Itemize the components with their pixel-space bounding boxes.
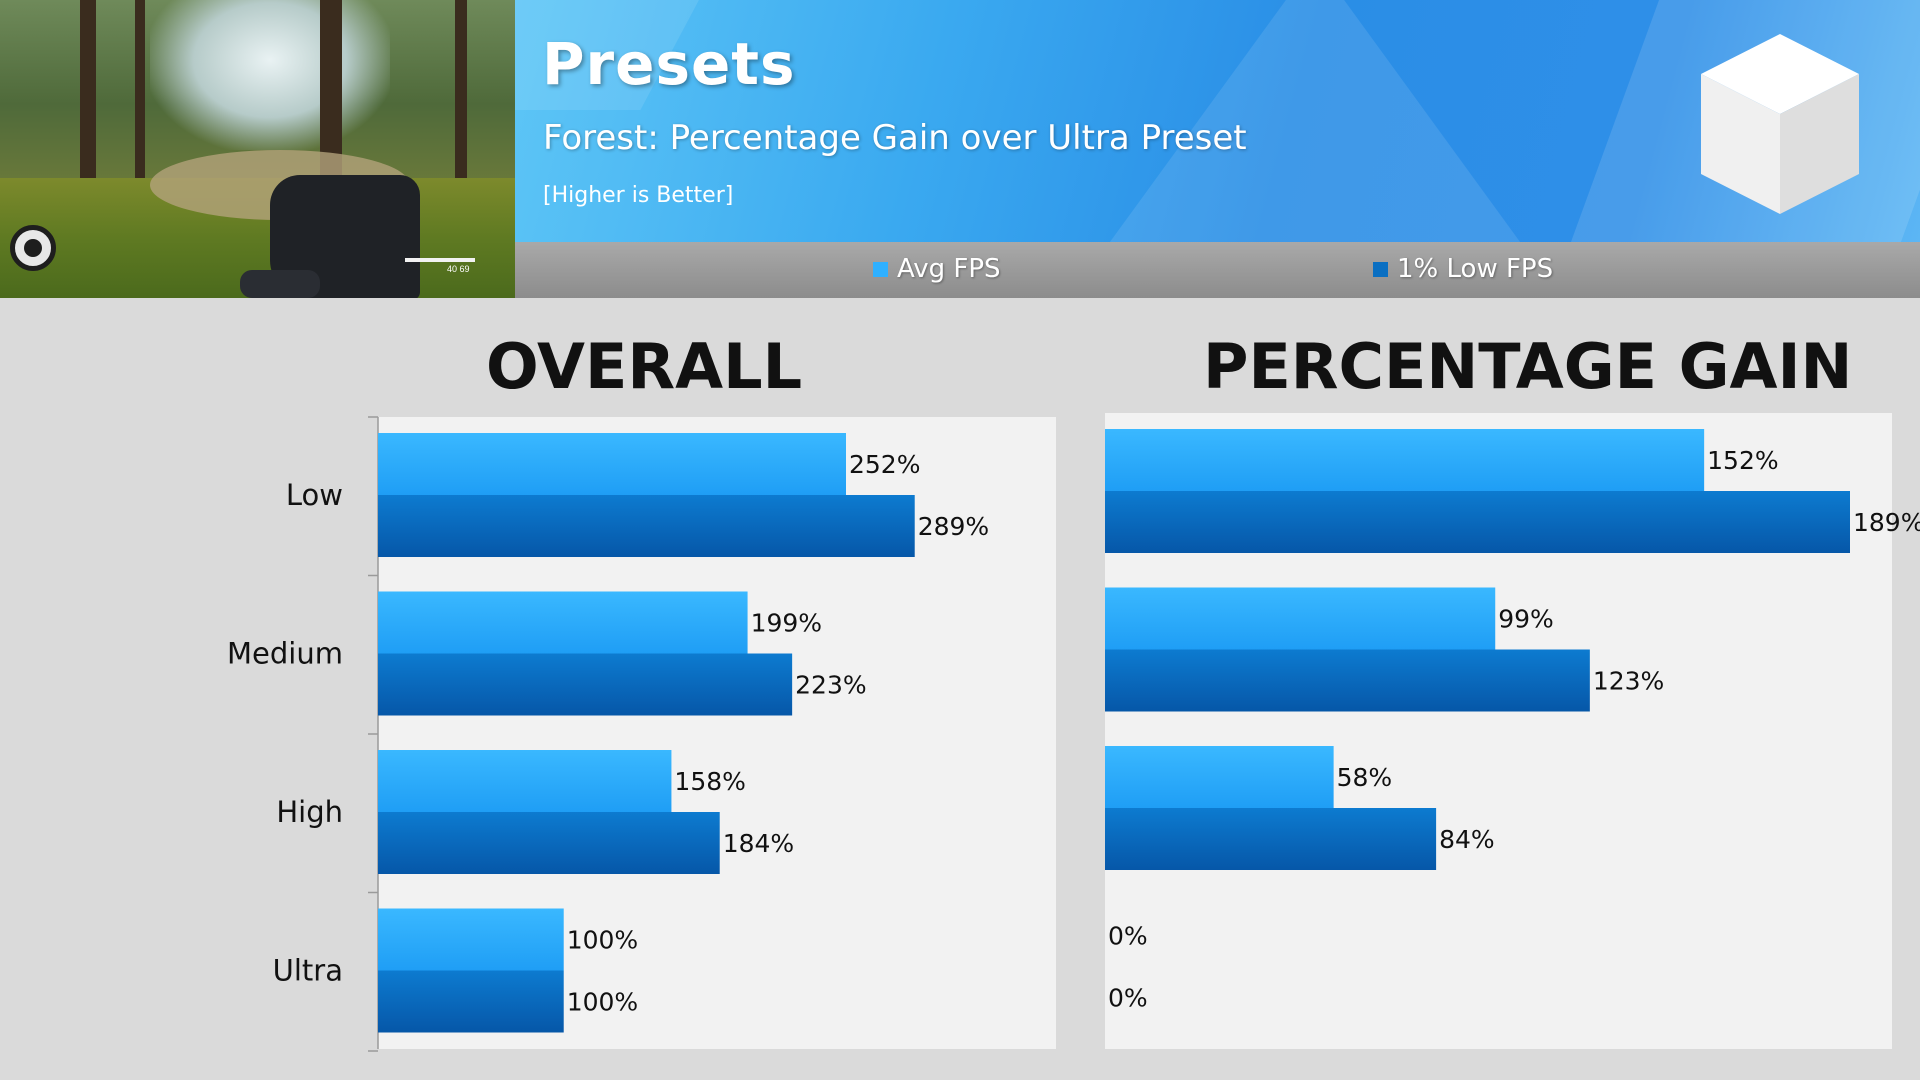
chart-title-overall: OVERALL	[486, 330, 803, 403]
bar-1pct-low-ultra	[378, 970, 564, 1033]
bar-1pct-low-low	[378, 495, 915, 557]
bar-avg-fps-high	[378, 750, 672, 812]
category-label: Ultra	[273, 954, 343, 988]
value-label-avg-ultra: 0%	[1108, 922, 1148, 951]
category-label: High	[276, 795, 343, 829]
weapon-icon	[405, 258, 475, 276]
value-label-low-low: 289%	[918, 512, 989, 541]
value-label-avg-medium: 99%	[1498, 605, 1554, 634]
value-label-low-ultra: 0%	[1108, 984, 1148, 1013]
page-subtitle: Forest: Percentage Gain over Ultra Prese…	[543, 118, 1247, 158]
value-label-low-ultra: 100%	[567, 988, 638, 1017]
legend-item-1pct-low: 1% Low FPS	[1373, 254, 1553, 284]
value-label-low-low: 189%	[1853, 508, 1920, 537]
value-label-avg-ultra: 100%	[567, 926, 638, 955]
bar-avg-fps-medium	[378, 591, 748, 654]
page-title: Presets	[542, 30, 796, 98]
category-label: Medium	[227, 637, 343, 671]
legend-swatch-avg	[873, 261, 888, 277]
legend-swatch-low	[1373, 261, 1388, 277]
value-label-avg-medium: 199%	[751, 609, 822, 638]
bar-1pct-low-medium	[1105, 649, 1590, 712]
bar-1pct-low-medium	[378, 653, 793, 716]
bar-1pct-low-high	[378, 812, 720, 874]
value-label-avg-low: 252%	[849, 450, 920, 479]
bar-avg-fps-ultra	[378, 908, 564, 971]
bar-1pct-low-low	[1105, 491, 1850, 553]
gameplay-thumbnail	[0, 0, 515, 298]
value-label-low-high: 184%	[723, 829, 794, 858]
legend-item-avg-fps: Avg FPS	[873, 254, 1001, 284]
category-label: Low	[286, 478, 343, 512]
legend-label-low: 1% Low FPS	[1397, 254, 1554, 284]
value-label-low-medium: 223%	[795, 671, 866, 700]
bar-1pct-low-high	[1105, 808, 1437, 870]
value-label-avg-high: 58%	[1337, 763, 1393, 792]
value-label-low-medium: 123%	[1593, 667, 1664, 696]
bar-avg-fps-low	[1105, 429, 1705, 491]
bar-avg-fps-low	[378, 433, 846, 495]
legend-label-avg: Avg FPS	[897, 254, 1001, 284]
legend: Avg FPS 1% Low FPS	[515, 242, 1920, 298]
chart-title-percentage-gain: PERCENTAGE GAIN	[1203, 330, 1853, 403]
bar-avg-fps-medium	[1105, 587, 1496, 650]
value-label-low-high: 84%	[1439, 825, 1495, 854]
compass-icon	[10, 225, 56, 271]
value-label-avg-high: 158%	[674, 767, 745, 796]
header-banner: Presets Forest: Percentage Gain over Ult…	[515, 0, 1920, 242]
higher-is-better-note: [Higher is Better]	[543, 183, 734, 208]
bar-avg-fps-high	[1105, 746, 1334, 808]
cube-logo-icon	[1701, 34, 1859, 214]
value-label-avg-low: 152%	[1707, 446, 1778, 475]
